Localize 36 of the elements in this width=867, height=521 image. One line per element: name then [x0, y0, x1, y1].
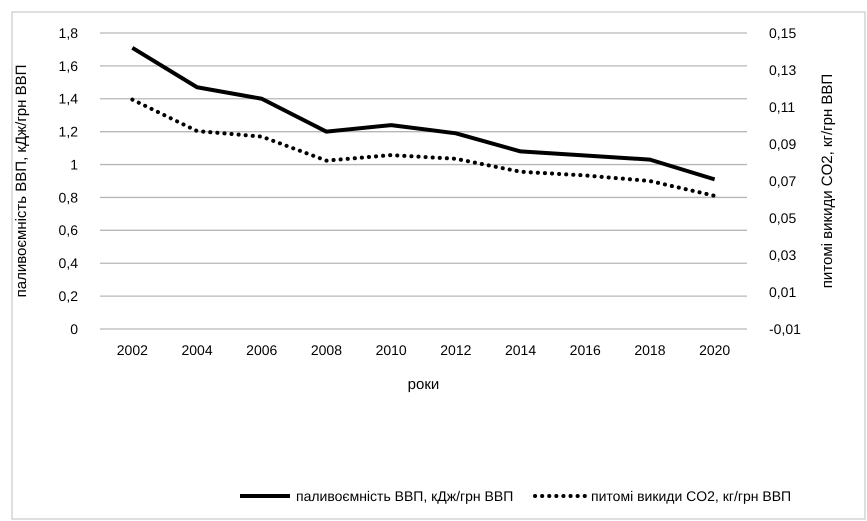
x-tick-label: 2012 [440, 342, 472, 358]
x-tick-label: 2002 [116, 342, 148, 358]
y-tick-label: 0 [70, 320, 78, 337]
y-tick-label: 1 [70, 156, 78, 172]
x-tick-label: 2018 [634, 342, 666, 358]
y2-tick-label: 0,07 [769, 172, 796, 189]
line-series [130, 46, 717, 182]
x-tick-label: 2016 [570, 342, 602, 358]
y-tick-label: 0,2 [58, 288, 78, 304]
x-tick-label: 2004 [181, 342, 213, 358]
line-series [130, 98, 717, 198]
y2-tick-label: 0,11 [769, 98, 796, 115]
y-tick-label: 0,4 [58, 255, 78, 272]
y-tick-label: 0,6 [58, 222, 78, 238]
x-tick-label: 2008 [310, 342, 342, 358]
y-tick-label: 1,4 [58, 90, 78, 107]
y2-tick-label: 0,09 [769, 136, 796, 152]
y2-tick-label: 0,05 [769, 210, 796, 226]
y-axis-title: паливоємність ВВП, кДж/грн ВВП [13, 64, 30, 298]
y-tick-label: 1,6 [58, 58, 78, 74]
x-tick-label: 2014 [504, 342, 536, 358]
legend-label: питомі викиди CO2, кг/грн ВВП [591, 488, 792, 504]
y2-tick-label: 0,01 [769, 284, 796, 300]
y2-tick-label: 0,15 [769, 24, 796, 41]
y2-tick-label: -0,01 [769, 320, 802, 337]
y2-tick-label: 0,13 [769, 62, 796, 78]
x-tick-label: 2010 [376, 342, 407, 358]
x-axis-title: роки [408, 376, 440, 393]
y2-tick-label: 0,03 [769, 246, 796, 263]
y-tick-label: 1,2 [58, 124, 78, 140]
y-tick-label: 1,8 [58, 24, 78, 41]
legend-label: паливоємність ВВП, кДж/грн ВВП [296, 488, 514, 504]
x-tick-label: 2020 [699, 342, 730, 358]
y2-axis-title: питомі викиди CO2, кг/грн ВВП [819, 74, 836, 288]
y-tick-label: 0,8 [58, 189, 78, 206]
x-tick-label: 2006 [246, 342, 278, 358]
